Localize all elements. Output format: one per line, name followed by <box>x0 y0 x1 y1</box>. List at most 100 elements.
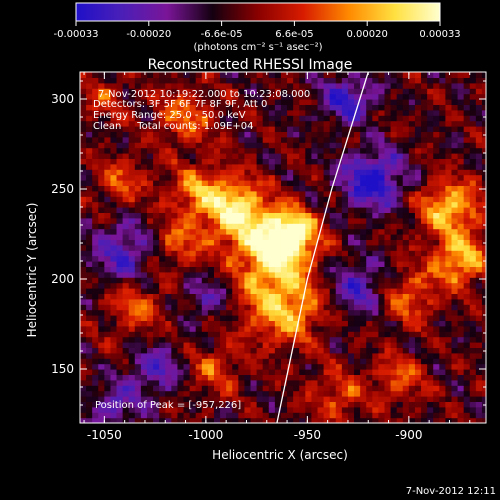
heatmap-cell <box>329 261 337 267</box>
heatmap-cell <box>274 99 282 105</box>
heatmap-cell <box>177 336 185 343</box>
heatmap-cell <box>104 347 112 354</box>
heatmap-cell <box>153 320 160 327</box>
heatmap-cell <box>372 153 380 159</box>
heatmap-cell <box>408 153 416 159</box>
heatmap-cell <box>457 239 465 246</box>
heatmap-cell <box>396 228 404 235</box>
heatmap-cell <box>390 217 398 224</box>
heatmap-cell <box>146 347 154 354</box>
heatmap-cell <box>384 174 392 181</box>
heatmap-cell <box>481 320 486 327</box>
heatmap-cell <box>329 72 337 78</box>
heatmap-cell <box>92 180 99 186</box>
heatmap-cell <box>408 315 416 321</box>
heatmap-cell <box>469 120 477 127</box>
heatmap-cell <box>360 153 367 159</box>
heatmap-cell <box>116 336 124 343</box>
energy-range-annotation: Energy Range: 25.0 - 50.0 keV <box>93 110 246 121</box>
heatmap-cell <box>305 250 313 257</box>
heatmap-cell <box>360 190 367 197</box>
heatmap-cell <box>213 255 221 262</box>
heatmap-cell <box>463 99 471 105</box>
heatmap-cell <box>92 244 99 251</box>
heatmap-cell <box>293 93 300 100</box>
heatmap-cell <box>134 347 142 354</box>
heatmap-cell <box>116 223 124 230</box>
heatmap-cell <box>311 271 319 278</box>
heatmap-cell <box>159 244 166 251</box>
heatmap-cell <box>341 401 349 408</box>
heatmap-cell <box>329 190 337 197</box>
heatmap-cell <box>341 190 349 197</box>
heatmap-cell <box>384 417 392 423</box>
heatmap-cell <box>457 136 465 143</box>
heatmap-cell <box>293 180 300 186</box>
heatmap-cell <box>183 120 191 127</box>
heatmap-cell <box>475 223 483 230</box>
heatmap-cell <box>463 261 471 267</box>
heatmap-cell <box>305 309 313 316</box>
heatmap-cell <box>244 104 252 111</box>
heatmap-cell <box>384 77 392 84</box>
heatmap-cell <box>110 315 118 321</box>
heatmap-cell <box>293 406 300 413</box>
heatmap-cell <box>451 379 459 386</box>
heatmap-cell <box>299 288 306 294</box>
heatmap-cell <box>177 142 185 149</box>
heatmap-cell <box>329 342 337 348</box>
heatmap-cell <box>469 336 477 343</box>
heatmap-cell <box>250 88 258 95</box>
heatmap-cell <box>256 239 264 246</box>
heatmap-cell <box>256 379 264 386</box>
heatmap-cell <box>384 352 392 359</box>
heatmap-cell <box>268 180 276 186</box>
heatmap-cell <box>299 271 306 278</box>
heatmap-cell <box>220 331 227 338</box>
heatmap-cell <box>372 228 380 235</box>
heatmap-cell <box>268 88 276 95</box>
heatmap-cell <box>153 88 160 95</box>
heatmap-cell <box>372 115 380 122</box>
heatmap-cell <box>457 217 465 224</box>
heatmap-cell <box>98 228 105 235</box>
heatmap-cell <box>220 385 227 392</box>
heatmap-cell <box>311 412 319 419</box>
heatmap-cell <box>250 169 258 176</box>
heatmap-cell <box>390 201 398 208</box>
heatmap-cell <box>347 390 355 397</box>
heatmap-cell <box>463 109 471 116</box>
heatmap-cell <box>445 406 453 413</box>
heatmap-cell <box>445 401 453 408</box>
heatmap-cell <box>250 342 258 348</box>
heatmap-cell <box>341 271 349 278</box>
heatmap-cell <box>140 390 148 397</box>
heatmap-cell <box>250 244 258 251</box>
heatmap-cell <box>98 336 105 343</box>
heatmap-cell <box>250 352 258 359</box>
heatmap-cell <box>274 347 282 354</box>
heatmap-cell <box>189 331 197 338</box>
heatmap-cell <box>366 244 373 251</box>
heatmap-cell <box>134 180 142 186</box>
heatmap-cell <box>445 369 453 375</box>
heatmap-cell <box>165 185 172 192</box>
heatmap-cell <box>256 250 264 257</box>
heatmap-cell <box>311 153 319 159</box>
heatmap-cell <box>189 352 197 359</box>
heatmap-cell <box>250 358 258 365</box>
heatmap-cell <box>171 99 179 105</box>
heatmap-cell <box>213 396 221 402</box>
heatmap-cell <box>159 212 166 219</box>
heatmap-cell <box>213 331 221 338</box>
heatmap-cell <box>268 293 276 300</box>
heatmap-cell <box>244 325 252 332</box>
heatmap-cell <box>451 342 459 348</box>
heatmap-cell <box>439 201 446 208</box>
heatmap-cell <box>195 77 203 84</box>
heatmap-cell <box>469 228 477 235</box>
heatmap-cell <box>311 99 319 105</box>
heatmap-cell <box>262 163 270 170</box>
heatmap-cell <box>469 174 477 181</box>
heatmap-cell <box>92 255 99 262</box>
